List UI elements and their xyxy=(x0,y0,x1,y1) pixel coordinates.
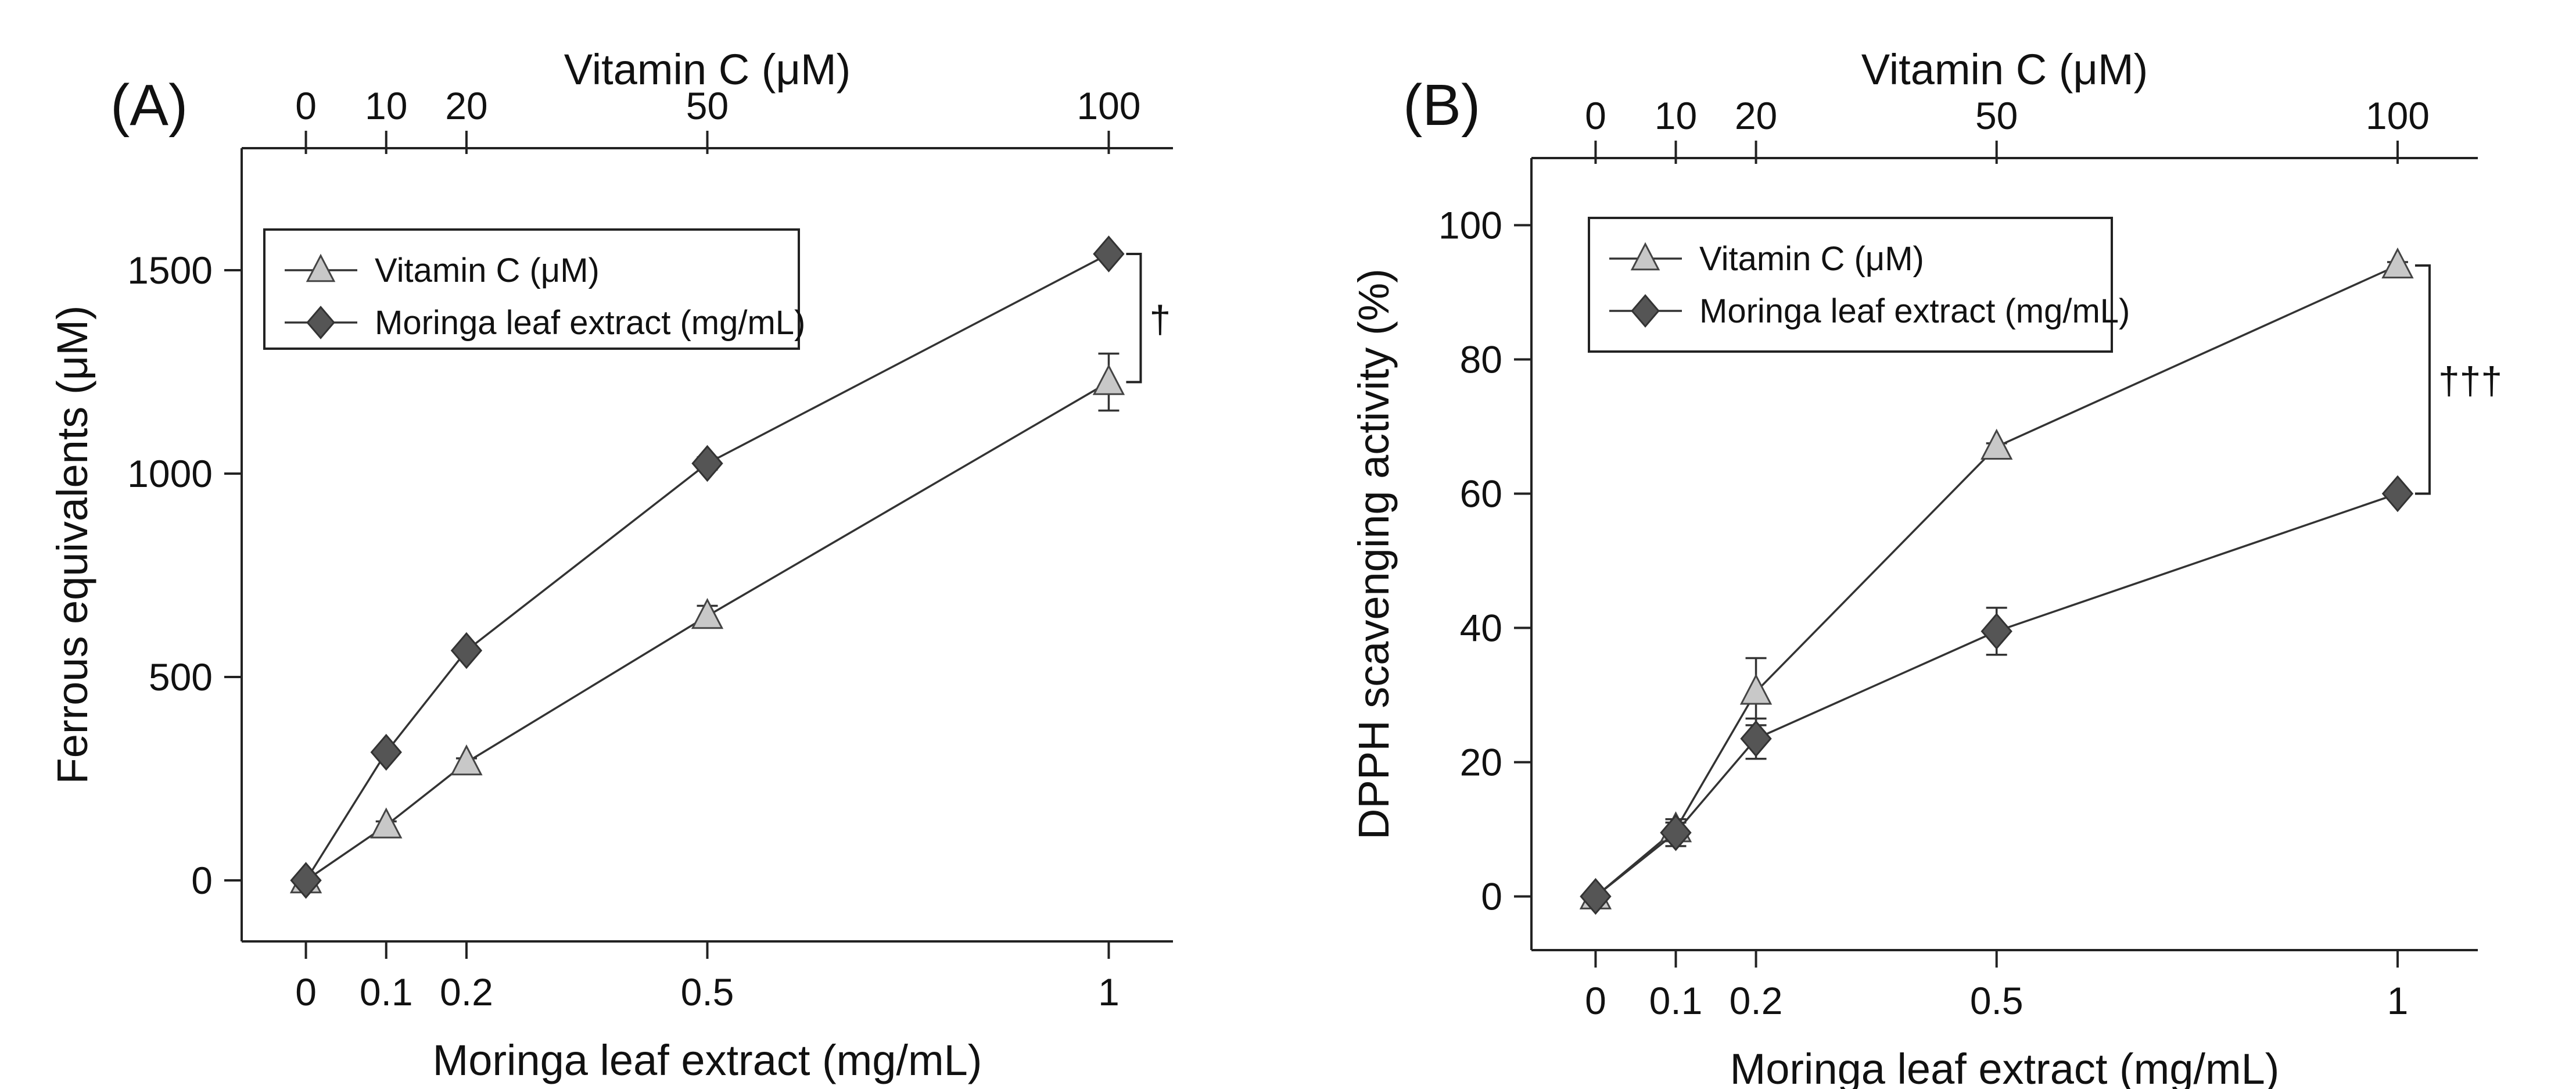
y-tick-label: 1500 xyxy=(127,249,213,292)
panel-label: (A) xyxy=(110,73,188,138)
triangle-marker xyxy=(2381,247,2414,279)
y-axis-title: DPPH scavenging activity (%) xyxy=(1350,268,1398,840)
x-tick-label: 0.5 xyxy=(1970,979,2024,1022)
x2-tick-label: 0 xyxy=(295,84,317,127)
legend-label: Moringa leaf extract (mg/mL) xyxy=(375,304,805,342)
y-tick-label: 60 xyxy=(1460,472,1502,515)
y-tick-label: 0 xyxy=(191,859,213,902)
x2-tick-label: 10 xyxy=(365,84,407,127)
diamond-marker xyxy=(2381,475,2414,513)
x-tick-label: 0.1 xyxy=(1649,979,1703,1022)
significance-marker: ††† xyxy=(2438,359,2502,402)
legend-box xyxy=(1588,217,2113,353)
y-axis-title: Ferrous equivalents (μM) xyxy=(48,305,96,784)
y-tick-label: 20 xyxy=(1460,741,1502,784)
diamond-marker xyxy=(1580,877,1612,915)
y-tick-label: 80 xyxy=(1460,338,1502,381)
x-tick-label: 1 xyxy=(1098,970,1120,1013)
diamond-marker xyxy=(1740,720,1772,757)
x2-tick-label: 0 xyxy=(1585,94,1606,137)
triangle-marker xyxy=(1981,428,2013,460)
significance-bracket xyxy=(1126,253,1142,384)
x-tick-label: 0.1 xyxy=(360,970,413,1013)
triangle-marker xyxy=(1630,242,1660,271)
x2-tick-label: 20 xyxy=(1735,94,1777,137)
diamond-marker xyxy=(450,632,483,669)
diamond-marker xyxy=(1631,294,1660,328)
panel-a: (A)000.1100.2200.5501100050010001500Mori… xyxy=(48,45,1173,1084)
x-axis-title: Moringa leaf extract (mg/mL) xyxy=(1730,1045,2280,1089)
y-tick-label: 1000 xyxy=(127,452,213,495)
series-line xyxy=(1595,492,2398,897)
legend: Vitamin C (μM) Moringa leaf extract (mg/m… xyxy=(1588,217,2130,353)
y-tick-label: 500 xyxy=(149,655,213,698)
diamond-marker xyxy=(1981,612,2012,650)
legend-box xyxy=(263,228,800,350)
triangle-marker xyxy=(370,807,403,839)
x2-tick-label: 100 xyxy=(1077,84,1140,127)
triangle-marker xyxy=(691,598,724,629)
panel-b: (B) 0 0 0.1 10 0.2 20 0.5 50 1 100 0 20 40 60 80 100 Mori… xyxy=(1350,45,2502,1089)
x-tick-label: 0.2 xyxy=(1730,979,1783,1022)
x2-tick-label: 10 xyxy=(1655,94,1697,137)
x2-tick-label: 100 xyxy=(2366,94,2430,137)
significance-bracket xyxy=(2414,264,2431,495)
x-tick-label: 0 xyxy=(295,970,317,1013)
diamond-marker xyxy=(691,445,723,482)
x2-tick-label: 20 xyxy=(445,84,487,127)
triangle-marker xyxy=(450,744,483,776)
triangle-marker xyxy=(306,253,336,282)
x-tick-label: 0 xyxy=(1585,979,1606,1022)
panel-label: (B) xyxy=(1403,73,1480,138)
triangle-marker xyxy=(1739,674,1773,705)
diamond-marker xyxy=(306,306,335,339)
diamond-marker xyxy=(1660,814,1692,851)
series-vitamin-c xyxy=(289,352,1125,894)
y-tick-label: 40 xyxy=(1460,607,1502,650)
series-moringa xyxy=(290,235,1125,899)
series-moringa xyxy=(1580,475,2414,915)
x-axis-title: Moringa leaf extract (mg/mL) xyxy=(433,1036,982,1084)
y-tick-label: 0 xyxy=(1481,875,1502,918)
legend: Vitamin C (μM) Moringa leaf extract (mg/m… xyxy=(263,228,805,350)
x-tick-label: 0.2 xyxy=(440,970,493,1013)
legend-label: Moringa leaf extract (mg/mL) xyxy=(1699,292,2130,330)
x2-axis-title: Vitamin C (μM) xyxy=(564,45,851,94)
diamond-marker xyxy=(370,733,402,771)
significance-marker: † xyxy=(1149,298,1171,341)
y-tick-label: 100 xyxy=(1438,204,1502,247)
legend-label: Vitamin C (μM) xyxy=(1699,240,1924,278)
x2-tick-label: 50 xyxy=(686,84,729,127)
x2-tick-label: 50 xyxy=(1975,94,2018,137)
x-tick-label: 0.5 xyxy=(681,970,734,1013)
diamond-marker xyxy=(1093,235,1125,273)
legend-label: Vitamin C (μM) xyxy=(375,252,600,289)
series-line xyxy=(1595,264,2398,897)
x-tick-label: 1 xyxy=(2387,979,2409,1022)
x2-axis-title: Vitamin C (μM) xyxy=(1861,45,2148,94)
triangle-marker xyxy=(1092,364,1125,395)
diamond-marker xyxy=(290,862,322,899)
